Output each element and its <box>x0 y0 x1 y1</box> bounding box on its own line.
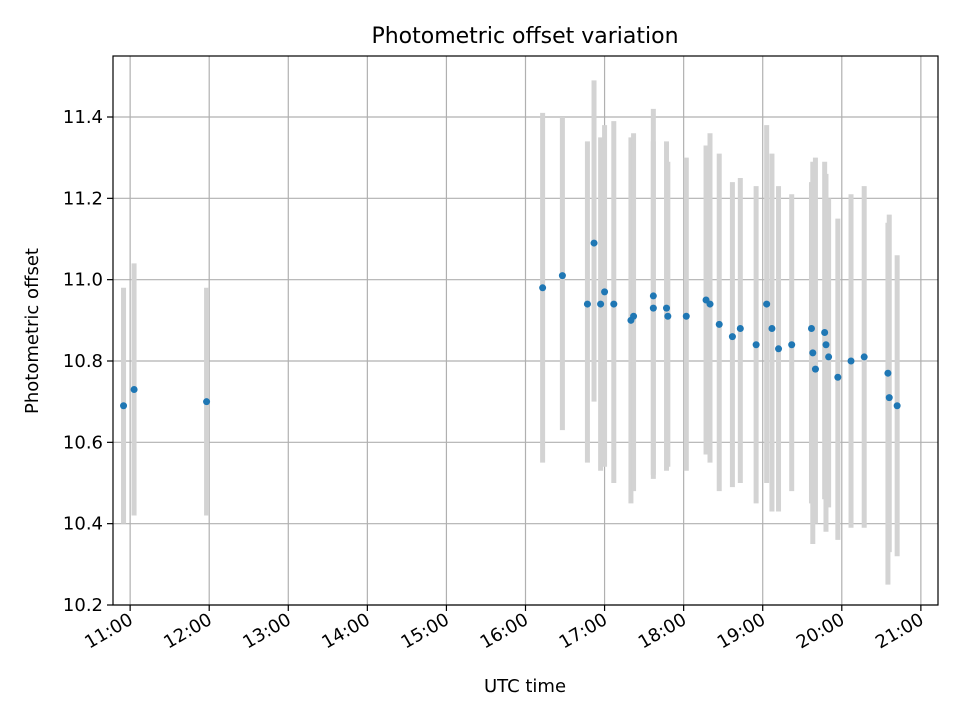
data-point <box>885 394 893 402</box>
data-point <box>811 365 819 373</box>
data-point <box>663 304 671 312</box>
data-point <box>775 345 783 353</box>
y-axis-label: Photometric offset <box>22 248 43 414</box>
y-tick-label: 11.4 <box>63 107 103 128</box>
data-point <box>884 369 892 377</box>
data-point <box>558 272 566 280</box>
y-tick-label: 10.6 <box>63 432 103 453</box>
y-tick-label: 10.8 <box>63 351 103 372</box>
y-tick-label: 11.0 <box>63 270 103 291</box>
data-point <box>736 324 744 332</box>
data-point <box>583 300 591 308</box>
data-point <box>822 341 830 349</box>
data-point <box>768 324 776 332</box>
chart-title: Photometric offset variation <box>371 24 678 49</box>
data-point <box>821 329 829 337</box>
data-point <box>649 292 657 300</box>
data-points <box>120 239 901 410</box>
y-tick-label: 10.4 <box>63 514 103 535</box>
data-point <box>130 385 138 393</box>
data-point <box>649 304 657 312</box>
data-point <box>120 402 128 410</box>
data-point <box>203 398 211 406</box>
data-point <box>601 288 609 296</box>
data-point <box>610 300 618 308</box>
data-point <box>664 312 672 320</box>
data-point <box>590 239 598 247</box>
data-point <box>847 357 855 365</box>
data-point <box>682 312 690 320</box>
y-tick-label: 11.2 <box>63 188 103 209</box>
grid-lines <box>113 56 938 606</box>
data-point <box>788 341 796 349</box>
plot-frame <box>112 55 939 606</box>
data-point <box>763 300 771 308</box>
y-tick-label: 10.2 <box>63 595 103 616</box>
data-point <box>893 402 901 410</box>
data-point <box>715 320 723 328</box>
data-point <box>825 353 833 361</box>
data-point <box>597 300 605 308</box>
data-point <box>809 349 817 357</box>
data-point <box>728 333 736 341</box>
data-point <box>807 324 815 332</box>
data-point <box>630 312 638 320</box>
data-point <box>834 373 842 381</box>
data-point <box>860 353 868 361</box>
data-point <box>752 341 760 349</box>
x-axis-label: UTC time <box>484 676 566 697</box>
data-point <box>539 284 547 292</box>
data-point <box>706 300 714 308</box>
